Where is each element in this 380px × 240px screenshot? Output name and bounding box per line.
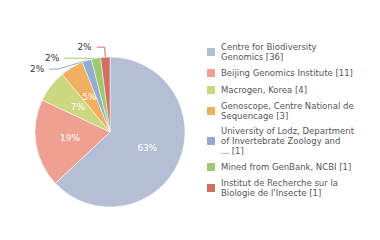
svg-text:Macrogen, Korea [4]: Macrogen, Korea [4] — [221, 85, 307, 95]
svg-text:2%: 2% — [77, 42, 92, 52]
svg-text:Biologie de l'Insecte [1]: Biologie de l'Insecte [1] — [221, 188, 321, 198]
svg-text:... [1]: ... [1] — [221, 146, 244, 156]
svg-text:University of Lodz, Department: University of Lodz, Department — [221, 126, 355, 136]
svg-text:Institut de Recherche sur la: Institut de Recherche sur la — [221, 178, 338, 188]
svg-text:Genomics [36]: Genomics [36] — [221, 52, 283, 62]
svg-text:Sequencage [3]: Sequencage [3] — [221, 111, 288, 121]
svg-text:Centre for Biodiversity: Centre for Biodiversity — [221, 42, 317, 52]
svg-text:of Invertebrate Zoology and: of Invertebrate Zoology and — [221, 136, 340, 146]
svg-text:7%: 7% — [71, 102, 86, 112]
svg-text:63%: 63% — [137, 143, 157, 153]
svg-text:Genoscope, Centre National de: Genoscope, Centre National de — [221, 101, 354, 111]
svg-text:2%: 2% — [45, 53, 60, 63]
svg-text:2%: 2% — [30, 64, 45, 74]
svg-text:Mined from GenBank, NCBI [1]: Mined from GenBank, NCBI [1] — [221, 162, 351, 172]
svg-text:Beijing Genomics Institute [11: Beijing Genomics Institute [11] — [221, 68, 353, 78]
svg-text:19%: 19% — [60, 133, 80, 143]
svg-text:5%: 5% — [82, 92, 97, 102]
